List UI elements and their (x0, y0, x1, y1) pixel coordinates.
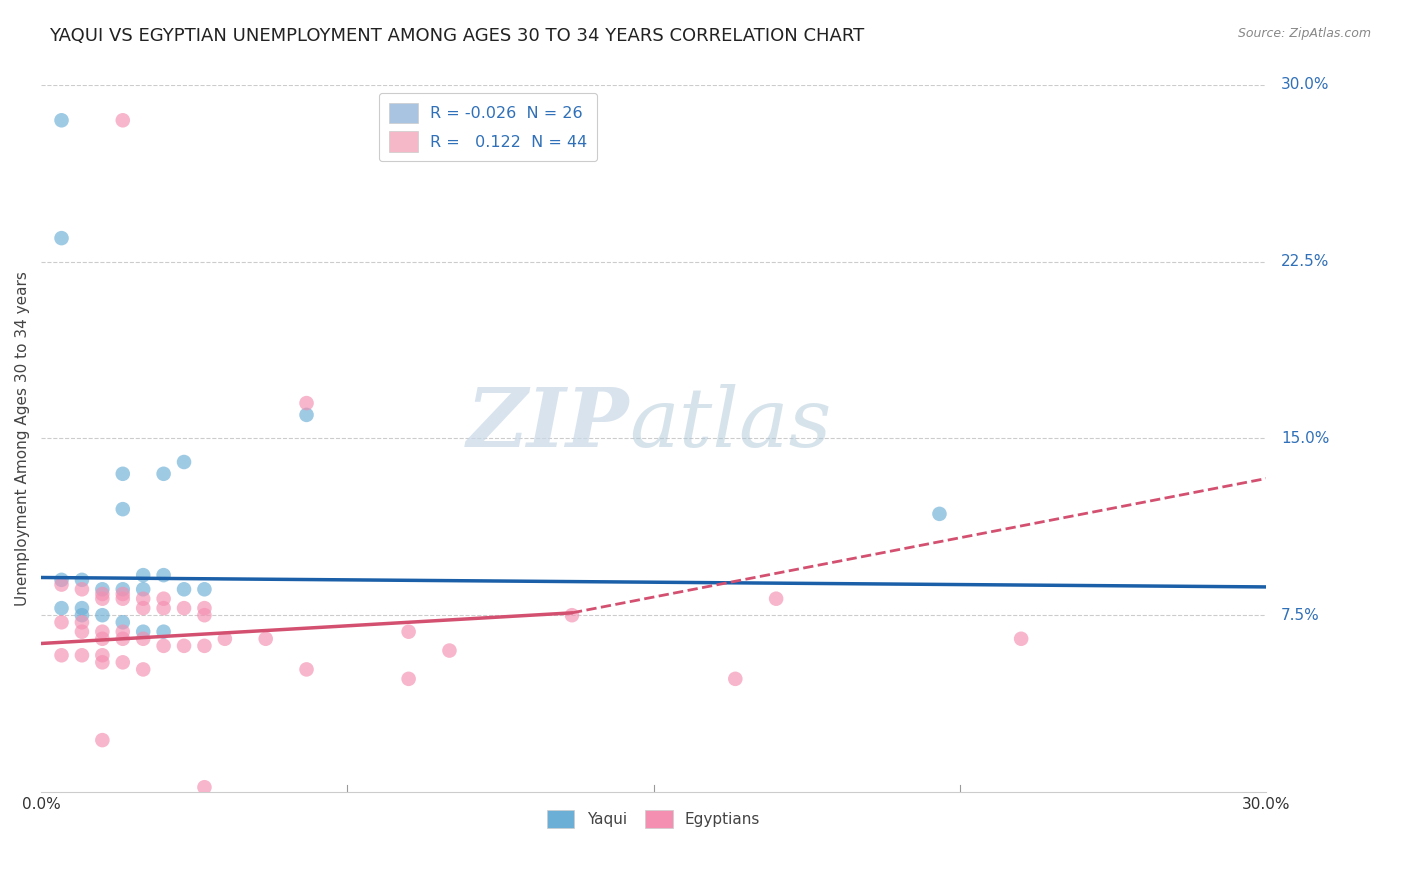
Point (173, 582, 195, 597)
Text: 22.5%: 22.5% (1281, 254, 1329, 269)
Text: 15.0%: 15.0% (1281, 431, 1329, 446)
Point (91, 656, 114, 670)
Point (111, 587, 134, 601)
Point (398, 624, 420, 639)
Point (70, 608, 93, 623)
Point (439, 643, 461, 657)
Point (91, 582, 114, 597)
Point (193, 601, 215, 615)
Point (295, 408, 318, 422)
Point (254, 632, 277, 646)
Point (91, 632, 114, 646)
Text: YAQUI VS EGYPTIAN UNEMPLOYMENT AMONG AGES 30 TO 34 YEARS CORRELATION CHART: YAQUI VS EGYPTIAN UNEMPLOYMENT AMONG AGE… (49, 27, 865, 45)
Point (91, 591, 114, 606)
Point (51, 615, 73, 630)
Point (111, 615, 134, 630)
Point (51, 231, 73, 245)
Point (111, 502, 134, 516)
Point (561, 608, 583, 623)
Legend: Yaqui, Egyptians: Yaqui, Egyptians (541, 804, 766, 834)
Point (132, 632, 155, 646)
Point (152, 601, 174, 615)
Point (51, 601, 73, 615)
Point (111, 624, 134, 639)
Point (132, 591, 155, 606)
Point (928, 507, 950, 521)
Point (152, 639, 174, 653)
Point (193, 639, 215, 653)
Point (132, 582, 155, 597)
Point (111, 467, 134, 481)
Point (70, 648, 93, 663)
Point (765, 591, 787, 606)
Point (214, 632, 236, 646)
Point (70, 615, 93, 630)
Point (193, 608, 215, 623)
Text: Source: ZipAtlas.com: Source: ZipAtlas.com (1237, 27, 1371, 40)
Point (193, 582, 215, 597)
Text: ZIP: ZIP (467, 384, 628, 465)
Point (173, 455, 195, 469)
Point (152, 591, 174, 606)
Point (91, 648, 114, 663)
Text: 30.0%: 30.0% (1281, 78, 1329, 93)
Point (152, 568, 174, 582)
Point (295, 396, 318, 410)
Point (51, 577, 73, 591)
Point (1010, 632, 1032, 646)
Point (173, 639, 195, 653)
Point (111, 113, 134, 128)
Point (724, 672, 747, 686)
Text: atlas: atlas (628, 384, 831, 465)
Point (51, 648, 73, 663)
Point (111, 632, 134, 646)
Point (91, 733, 114, 747)
Point (111, 591, 134, 606)
Point (70, 601, 93, 615)
Point (111, 582, 134, 597)
Text: 7.5%: 7.5% (1281, 607, 1320, 623)
Point (70, 582, 93, 597)
Point (132, 624, 155, 639)
Point (70, 573, 93, 587)
Point (51, 113, 73, 128)
Point (132, 662, 155, 676)
Point (193, 780, 215, 795)
Point (51, 573, 73, 587)
Point (91, 624, 114, 639)
Point (398, 672, 420, 686)
Point (295, 662, 318, 676)
Point (152, 467, 174, 481)
Point (132, 601, 155, 615)
Point (173, 601, 195, 615)
Point (70, 624, 93, 639)
Point (111, 656, 134, 670)
Point (91, 608, 114, 623)
Point (152, 624, 174, 639)
Point (132, 568, 155, 582)
Y-axis label: Unemployment Among Ages 30 to 34 years: Unemployment Among Ages 30 to 34 years (15, 271, 30, 606)
Point (91, 587, 114, 601)
